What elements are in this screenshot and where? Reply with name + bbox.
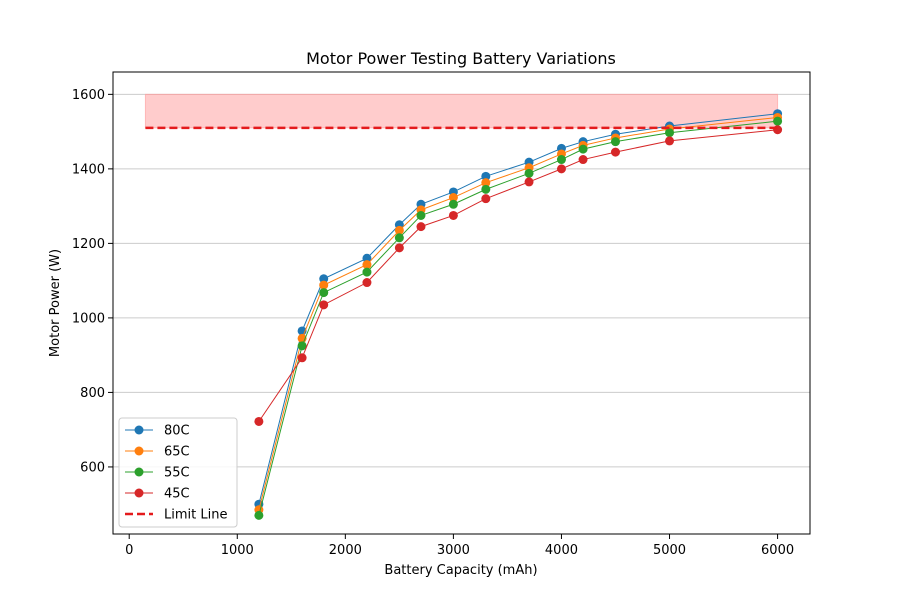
legend-label: 45C [164,487,190,502]
data-point [394,225,404,235]
y-tick-label: 1200 [72,237,105,252]
data-point [524,177,534,187]
x-tick-label: 3000 [437,543,470,558]
data-point [578,155,588,165]
data-point [481,171,491,181]
data-point [254,510,264,520]
y-tick-label: 1400 [72,162,105,177]
legend: 80C 65C 55C 45C Limit Line [118,417,238,528]
data-point [610,147,620,157]
x-tick-label: 6000 [761,543,794,558]
x-tick-label: 1000 [221,543,254,558]
data-point [448,210,458,220]
data-point [665,128,675,138]
data-point [319,274,329,284]
data-point [610,137,620,147]
legend-marker [134,467,144,477]
data-point [448,193,458,203]
data-point [524,168,534,178]
y-tick-label: 600 [80,460,105,475]
series-line [258,120,778,516]
legend-label: 55C [164,466,190,481]
x-tick-label: 5000 [653,543,686,558]
legend-marker [134,425,144,435]
data-point [481,178,491,188]
legend-label: Limit Line [164,508,227,523]
legend-label: 80C [164,424,190,439]
x-axis: 0 1000 2000 3000 4000 5000 6000 [125,534,794,558]
data-point [448,199,458,209]
x-tick-label: 2000 [329,543,362,558]
data-point [773,125,783,135]
data-point [362,253,372,263]
data-point [556,164,566,174]
x-tick-label: 4000 [545,543,578,558]
data-point [319,300,329,310]
data-point [297,341,307,351]
data-point [394,243,404,253]
legend-marker [134,488,144,498]
data-point [254,416,264,426]
x-tick-label: 0 [125,543,133,558]
plot-frame [112,71,811,535]
limit-band [144,93,779,129]
data-point [556,155,566,165]
data-point [394,233,404,243]
limit-band-layer [144,93,779,129]
series-55C [254,116,783,520]
series-line [258,116,778,510]
data-point [362,267,372,277]
data-point [362,260,372,270]
y-tick-label: 1600 [72,88,105,103]
legend-marker [134,446,144,456]
series-45C [254,125,783,426]
x-axis-title: Battery Capacity (mAh) [384,563,537,578]
y-axis-title: Motor Power (W) [48,249,63,357]
data-point [773,116,783,126]
series-line [258,129,778,422]
data-point [319,288,329,298]
data-point [416,222,426,232]
series-65C [254,112,783,515]
y-axis: 600 800 1000 1200 1400 1600 [72,88,113,475]
data-point [319,280,329,290]
gridlines [113,93,810,468]
data-point [665,136,675,146]
data-point [481,194,491,204]
series-layer [145,109,783,520]
series-line [258,113,778,505]
data-point [297,353,307,363]
series-80C [254,109,783,509]
y-tick-label: 1000 [72,311,105,326]
legend-label: 65C [164,445,190,460]
chart-title: Motor Power Testing Battery Variations [306,49,616,68]
data-point [362,278,372,288]
data-point [578,144,588,154]
data-point [481,184,491,194]
y-tick-label: 800 [80,386,105,401]
legend-box [118,417,238,528]
data-point [416,210,426,220]
